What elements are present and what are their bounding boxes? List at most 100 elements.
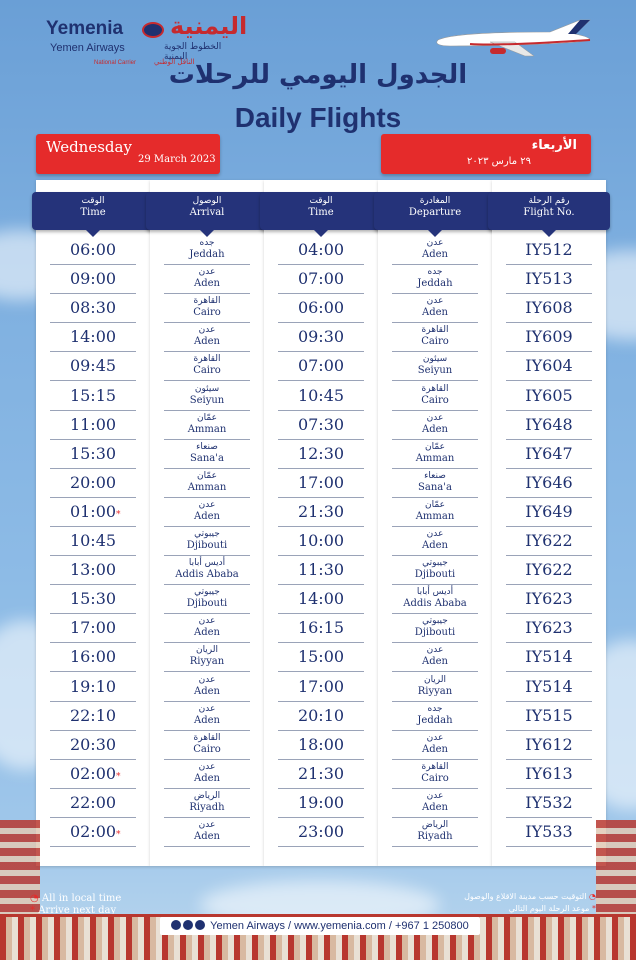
departure-city-ar: عدن [426, 296, 444, 307]
facebook-icon[interactable] [195, 920, 206, 930]
flight-number-cell: IY623 [506, 614, 592, 644]
arrival-time-cell: 09:00 [50, 265, 136, 295]
brand-sub-en: Yemen Airways [50, 42, 125, 54]
arrival-time-cell: 20:00 [50, 469, 136, 498]
departure-time: 17:00 [297, 472, 345, 492]
next-day-marker: * [116, 771, 121, 782]
arrival-city-cell: عدن Aden [164, 760, 250, 789]
flight-number-cell: IY604 [506, 352, 592, 382]
arrival-time: 16:00 [69, 647, 117, 667]
departure-city-ar: الريان [423, 674, 447, 685]
departure-time-header: الوقت Time [260, 192, 382, 237]
arrival-time-cell: 14:00 [50, 323, 136, 353]
page-title-ar: الجدول اليومي للرحلات [168, 60, 468, 90]
departure-time: 20:10 [297, 705, 345, 725]
date-banner-en: Wednesday 29 March 2023 [36, 134, 220, 174]
departure-city-en: Aden [422, 743, 448, 755]
departure-city-en: Djibouti [414, 569, 456, 581]
departure-city-ar: عدن [426, 238, 444, 248]
departure-time-cell: 20:10 [278, 702, 364, 731]
departure-city-cell: عدن Aden [392, 236, 478, 265]
asterisk-icon: * [30, 905, 35, 916]
departure-city-en: Aden [422, 656, 448, 668]
flight-number-cell: IY613 [506, 760, 592, 789]
departure-city-ar: عمّان [425, 441, 445, 452]
arrival-city-en: Jeddah [189, 249, 225, 260]
arrival-city-ar: عدن [198, 267, 216, 278]
clock-icon-ar: ◔ [589, 892, 596, 901]
arrival-time-cell: 10:45 [50, 527, 136, 556]
arrival-time-cell: 02:00 * [50, 818, 136, 847]
departure-time-cell: 23:00 [278, 818, 364, 847]
departure-time: 19:00 [297, 792, 345, 812]
departure-city-cell: أديس أبابا Addis Ababa [392, 585, 478, 615]
departure-city-en: Aden [422, 249, 448, 260]
arrival-time-cell: 15:30 [50, 585, 136, 615]
arrival-city-en: Aden [194, 627, 220, 639]
brand-emblem-icon [142, 22, 164, 38]
flight-number-cell: IY646 [506, 469, 592, 498]
arrival-time: 15:30 [69, 443, 117, 463]
departure-time-cell: 10:00 [278, 527, 364, 556]
departure-city-cell: عدن Aden [392, 527, 478, 556]
arrival-time: 15:30 [69, 589, 117, 609]
flight-number: IY623 [525, 589, 573, 609]
departure-city-ar: جيبوتي [422, 558, 448, 569]
flight-number: IY609 [525, 327, 573, 347]
flight-number: IY648 [525, 414, 573, 434]
arrival-city-en: Addis Ababa [175, 569, 239, 581]
flight-number-cell: IY609 [506, 323, 592, 353]
arrival-time: 20:30 [69, 734, 117, 754]
arrival-time-cell: 15:30 [50, 440, 136, 469]
arrival-time: 10:45 [69, 531, 117, 550]
departure-time-header-en: Time [308, 207, 334, 218]
departure-city-cell: الرياض Riyadh [392, 818, 478, 847]
arrival-city-cell: عدن Aden [164, 498, 250, 527]
decorative-pattern-left [0, 820, 40, 914]
departure-time-cell: 11:30 [278, 556, 364, 586]
departure-city-en: Amman [415, 452, 455, 464]
departure-city-ar: جده [427, 703, 443, 714]
flight-number-cell: IY648 [506, 411, 592, 440]
arrival-time: 20:00 [69, 472, 117, 492]
arrival-city-ar: جده [199, 238, 215, 248]
arrival-city-cell: الريان Riyyan [164, 643, 250, 673]
departure-time: 12:30 [297, 443, 345, 463]
departure-city-cell: جده Jeddah [392, 702, 478, 731]
twitter-icon[interactable] [183, 920, 194, 930]
brand-logo: Yemenia اليمنية Yemen Airways الخطوط الج… [46, 12, 247, 82]
flight-number-cell: IY623 [506, 585, 592, 615]
departure-city-en: Addis Ababa [403, 598, 467, 610]
arrival-city-en: Sana'a [190, 452, 224, 464]
departure-city-cell: عدن Aden [392, 643, 478, 673]
departure-column: المغادرة Departure عدن Aden جده Jeddah عدن Ad… [374, 180, 496, 866]
national-carrier-ar: الناقل الوطني [154, 58, 195, 66]
flight-number-cell: IY514 [506, 643, 592, 673]
departure-city-ar: عدن [426, 732, 444, 743]
arrival-city-cell: الرياض Riyadh [164, 789, 250, 818]
arrival-time: 22:10 [69, 705, 117, 725]
arrival-city-en: Aden [194, 831, 220, 842]
arrival-column: الوصول Arrival جده Jeddah عدن Aden القاهرة Ca… [146, 180, 268, 866]
departure-city-cell: جيبوتي Djibouti [392, 614, 478, 644]
arrival-city-ar: جيبوتي [194, 529, 220, 539]
flight-number-cell: IY622 [506, 556, 592, 586]
departure-city-ar: أديس أبابا [416, 587, 454, 598]
departure-header: المغادرة Departure [374, 192, 496, 237]
departure-time-cell: 10:45 [278, 382, 364, 411]
departure-city-cell: عدن Aden [392, 789, 478, 818]
brand-name-en: Yemenia [46, 18, 124, 39]
footer-contact: Yemen Airways / www.yemenia.com / +967 1… [160, 917, 480, 935]
notes-ar: التوقيت حسب مدينة الاقلاع والوصول ◔ موعد… [464, 891, 596, 915]
arrival-time: 01:00 [69, 501, 117, 521]
arrival-time: 06:00 [69, 240, 117, 259]
asterisk-icon-ar: * [592, 904, 596, 913]
arrival-time: 09:45 [69, 356, 117, 376]
departure-city-cell: عدن Aden [392, 411, 478, 440]
departure-city-cell: عمّان Amman [392, 498, 478, 527]
instagram-icon[interactable] [171, 920, 182, 930]
flight-number-cell: IY514 [506, 673, 592, 702]
arrival-city-en: Aden [194, 336, 220, 348]
departure-city-cell: جيبوتي Djibouti [392, 556, 478, 586]
departure-time-cell: 18:00 [278, 731, 364, 760]
